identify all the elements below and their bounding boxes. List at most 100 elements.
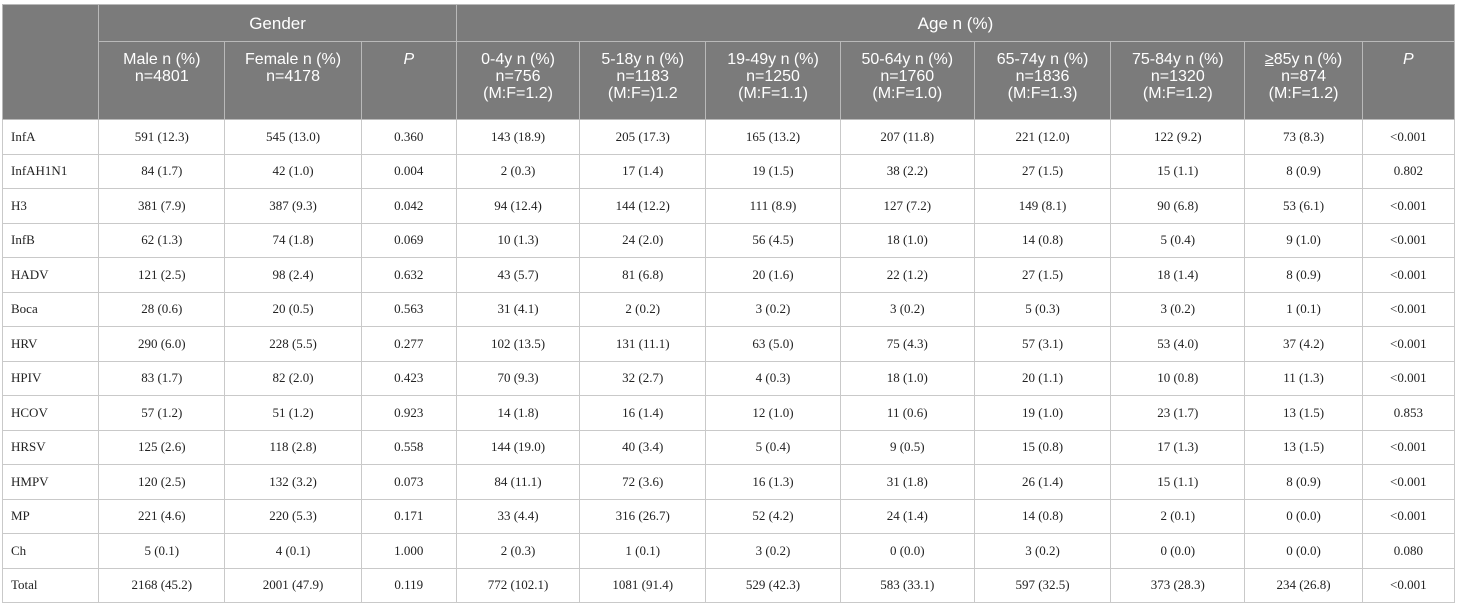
header-column-row: Male n (%) n=4801 Female n (%) n=4178 P 0-… <box>3 41 1456 120</box>
table-cell: 27 (1.5) <box>973 153 1112 189</box>
table-cell: 165 (13.2) <box>705 119 841 155</box>
table-cell: 9 (0.5) <box>839 429 975 465</box>
table-cell: 125 (2.6) <box>98 429 226 465</box>
table-cell: 14 (0.8) <box>973 498 1112 534</box>
table-cell: 84 (1.7) <box>98 153 226 189</box>
table-cell: 19 (1.0) <box>973 395 1112 431</box>
column-header-line-1: 0-4y n (%) <box>481 51 555 68</box>
table-cell: 2 (0.3) <box>455 153 581 189</box>
table-cell: 70 (9.3) <box>455 360 581 396</box>
table-cell: 8 (0.9) <box>1244 257 1363 293</box>
table-cell: 4 (0.3) <box>705 360 841 396</box>
table-cell: 57 (3.1) <box>973 326 1112 362</box>
column-header: Male n (%) n=4801 <box>98 41 226 120</box>
table-cell: 98 (2.4) <box>224 257 362 293</box>
table-cell: 772 (102.1) <box>455 567 581 603</box>
column-header-line-3: (M:F=1.2) <box>1268 85 1339 102</box>
table-cell: 2001 (47.9) <box>224 567 362 603</box>
table-cell: 121 (2.5) <box>98 257 226 293</box>
table-cell: 0.802 <box>1361 153 1456 189</box>
table-cell: 27 (1.5) <box>973 257 1112 293</box>
column-header: 75-84y n (%) n=1320 (M:F=1.2) <box>1110 41 1246 120</box>
table-row: HPIV 83 (1.7) 82 (2.0) 0.423 70 (9.3) 32 (2.7… <box>1 360 1456 396</box>
data-table: Gender Age n (%) Male n (%) n=4801 Female… <box>1 4 1456 603</box>
table-cell: 63 (5.0) <box>705 326 841 362</box>
row-label: Total <box>1 567 100 603</box>
table-cell: 75 (4.3) <box>839 326 975 362</box>
data-table-container: Gender Age n (%) Male n (%) n=4801 Female… <box>1 4 1456 603</box>
table-cell: 234 (26.8) <box>1244 567 1363 603</box>
table-cell: 28 (0.6) <box>98 291 226 327</box>
table-cell: 5 (0.3) <box>973 291 1112 327</box>
column-header: ≥85y n (%) n=874 (M:F=1.2) <box>1244 41 1363 120</box>
column-header-line-2: n=4801 <box>134 68 189 85</box>
table-cell: 1 (0.1) <box>579 533 707 569</box>
table-cell: 15 (1.1) <box>1110 464 1246 500</box>
column-header-line-2: n=1760 <box>880 68 935 85</box>
table-cell: 81 (6.8) <box>579 257 707 293</box>
table-cell: 0.119 <box>360 567 457 603</box>
table-row: HMPV 120 (2.5) 132 (3.2) 0.073 84 (11.1) 72 (… <box>1 464 1456 500</box>
table-cell: <0.001 <box>1361 291 1456 327</box>
table-cell: 1081 (91.4) <box>579 567 707 603</box>
table-cell: 0.171 <box>360 498 457 534</box>
table-cell: 9 (1.0) <box>1244 222 1363 258</box>
row-label: HCOV <box>1 395 100 431</box>
table-cell: 4 (0.1) <box>224 533 362 569</box>
table-cell: 23 (1.7) <box>1110 395 1246 431</box>
table-cell: <0.001 <box>1361 119 1456 155</box>
table-cell: <0.001 <box>1361 222 1456 258</box>
table-cell: 62 (1.3) <box>98 222 226 258</box>
table-cell: 2 (0.1) <box>1110 498 1246 534</box>
table-cell: 8 (0.9) <box>1244 464 1363 500</box>
table-cell: 144 (19.0) <box>455 429 581 465</box>
table-cell: 16 (1.3) <box>705 464 841 500</box>
header-group-row: Gender Age n (%) <box>1 4 1456 120</box>
table-cell: 31 (1.8) <box>839 464 975 500</box>
ge-symbol: ≥ <box>1264 51 1274 68</box>
column-header: P <box>360 41 457 120</box>
table-cell: 132 (3.2) <box>224 464 362 500</box>
table-cell: 12 (1.0) <box>705 395 841 431</box>
row-label: HRV <box>1 326 100 362</box>
table-header: Gender Age n (%) Male n (%) n=4801 Female… <box>1 4 1456 120</box>
table-cell: 3 (0.2) <box>839 291 975 327</box>
column-header-line-1-text: 85y n (%) <box>1273 51 1343 68</box>
table-row: Ch 5 (0.1) 4 (0.1) 1.000 2 (0.3) 1 (0.1) 3 (0.… <box>1 533 1456 569</box>
column-header: P <box>1361 41 1456 120</box>
table-cell: 0.632 <box>360 257 457 293</box>
table-cell: 290 (6.0) <box>98 326 226 362</box>
table-cell: 8 (0.9) <box>1244 153 1363 189</box>
table-cell: 0.069 <box>360 222 457 258</box>
table-cell: 20 (0.5) <box>224 291 362 327</box>
table-cell: 20 (1.6) <box>705 257 841 293</box>
table-row: Total 2168 (45.2) 2001 (47.9) 0.119 772 (102… <box>1 567 1456 603</box>
column-header-line-2: n=874 <box>1281 68 1327 85</box>
table-cell: 2 (0.2) <box>579 291 707 327</box>
table-body: InfA 591 (12.3) 545 (13.0) 0.360 143 (18.9) 2… <box>1 119 1456 603</box>
table-cell: 10 (0.8) <box>1110 360 1246 396</box>
table-cell: 545 (13.0) <box>224 119 362 155</box>
column-header-line-1: 5-18y n (%) <box>601 51 685 68</box>
table-cell: 19 (1.5) <box>705 153 841 189</box>
table-cell: 0.073 <box>360 464 457 500</box>
table-cell: 0 (0.0) <box>1110 533 1246 569</box>
table-cell: 17 (1.4) <box>579 153 707 189</box>
table-cell: 56 (4.5) <box>705 222 841 258</box>
column-header: 19-49y n (%) n=1250 (M:F=1.1) <box>705 41 841 120</box>
table-cell: 1 (0.1) <box>1244 291 1363 327</box>
table-row: MP 221 (4.6) 220 (5.3) 0.171 33 (4.4) 316 (26… <box>1 498 1456 534</box>
table-cell: <0.001 <box>1361 567 1456 603</box>
table-row: HADV 121 (2.5) 98 (2.4) 0.632 43 (5.7) 81 (6.… <box>1 257 1456 293</box>
column-header-line-1: ≥85y n (%) <box>1249 51 1357 68</box>
column-header-line-2: n=1183 <box>616 68 670 85</box>
column-header-line-2: n=1250 <box>746 68 800 85</box>
table-cell: 127 (7.2) <box>839 188 975 224</box>
table-cell: 38 (2.2) <box>839 153 975 189</box>
table-cell: <0.001 <box>1361 326 1456 362</box>
table-cell: 26 (1.4) <box>973 464 1112 500</box>
table-cell: 207 (11.8) <box>839 119 975 155</box>
column-header-line-1: 75-84y n (%) <box>1132 51 1224 68</box>
table-cell: 120 (2.5) <box>98 464 226 500</box>
table-cell: 82 (2.0) <box>224 360 362 396</box>
